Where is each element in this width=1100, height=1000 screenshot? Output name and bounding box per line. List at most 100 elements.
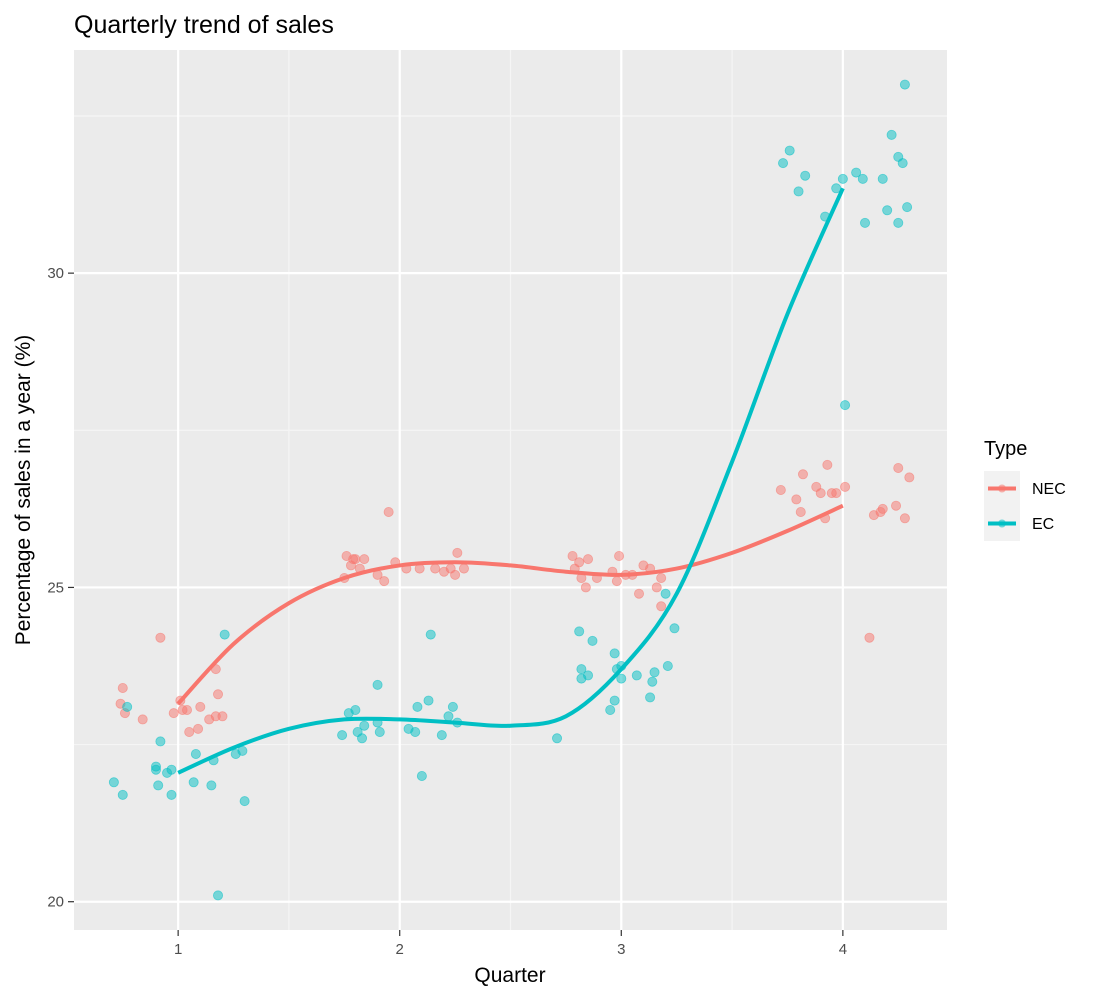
point-ec	[899, 79, 910, 90]
x-tick-label: 4	[839, 941, 847, 958]
point-ec	[423, 695, 434, 706]
x-tick-label: 2	[396, 941, 404, 958]
point-nec	[645, 563, 656, 574]
point-nec	[390, 557, 401, 568]
point-ec	[412, 701, 423, 712]
point-ec	[359, 720, 370, 731]
point-ec	[902, 202, 913, 213]
trend-line-nec	[176, 503, 844, 706]
point-ec	[877, 173, 888, 184]
x-axis-title: Quarter	[474, 964, 545, 987]
point-ec	[350, 705, 361, 716]
point-ec	[166, 789, 177, 800]
point-ec	[800, 170, 811, 181]
point-ec	[616, 661, 627, 672]
trend-line-ec	[177, 187, 845, 775]
x-tick-label: 3	[617, 941, 625, 958]
point-ec	[425, 629, 436, 640]
legend-label-nec: NEC	[1032, 481, 1066, 498]
point-ec	[860, 217, 871, 228]
legend-title: Type	[984, 438, 1027, 460]
point-nec	[184, 727, 195, 738]
point-ec	[882, 205, 893, 216]
point-ec	[206, 780, 217, 791]
point-nec	[217, 711, 228, 722]
point-nec	[904, 472, 915, 483]
point-nec	[458, 563, 469, 574]
point-nec	[168, 708, 179, 719]
point-ec	[893, 217, 904, 228]
point-ec	[416, 771, 427, 782]
point-ec	[574, 626, 585, 637]
point-nec	[627, 569, 638, 580]
point-ec	[662, 661, 673, 672]
point-ec	[820, 211, 831, 222]
point-nec	[137, 714, 148, 725]
point-ec	[219, 629, 230, 640]
point-nec	[877, 503, 888, 514]
point-ec	[645, 692, 656, 703]
point-ec	[122, 701, 133, 712]
point-ec	[239, 796, 250, 807]
point-ec	[108, 777, 119, 788]
chart-title: Quarterly trend of sales	[74, 11, 334, 39]
point-nec	[175, 695, 186, 706]
point-nec	[452, 547, 463, 558]
point-ec	[609, 695, 620, 706]
point-ec	[793, 186, 804, 197]
y-tick-label: 20	[47, 894, 64, 911]
point-nec	[614, 551, 625, 562]
point-nec	[656, 573, 667, 584]
point-ec	[857, 173, 868, 184]
data-points	[108, 79, 915, 901]
point-ec	[208, 755, 219, 766]
point-ec	[837, 173, 848, 184]
point-nec	[401, 563, 412, 574]
point-ec	[188, 777, 199, 788]
point-ec	[337, 730, 348, 741]
point-nec	[182, 705, 193, 716]
point-ec	[436, 730, 447, 741]
point-nec	[583, 554, 594, 565]
legend-label-ec: EC	[1032, 516, 1054, 533]
point-ec	[237, 745, 248, 756]
point-ec	[886, 129, 897, 140]
legend-point-nec	[998, 484, 1006, 493]
point-ec	[150, 764, 161, 775]
point-nec	[815, 488, 826, 499]
point-nec	[430, 563, 441, 574]
point-nec	[195, 701, 206, 712]
point-nec	[899, 513, 910, 524]
point-ec	[616, 673, 627, 684]
point-ec	[117, 789, 128, 800]
point-nec	[379, 576, 390, 587]
point-nec	[775, 484, 786, 495]
point-ec	[660, 588, 671, 599]
point-ec	[552, 733, 563, 744]
point-nec	[574, 557, 585, 568]
point-nec	[864, 632, 875, 643]
legend: Type NEC EC	[984, 438, 1066, 541]
point-nec	[155, 632, 166, 643]
y-tick-label: 30	[47, 265, 64, 282]
point-ec	[778, 158, 789, 169]
point-nec	[611, 576, 622, 587]
point-nec	[117, 683, 128, 694]
point-ec	[410, 727, 421, 738]
point-nec	[383, 506, 394, 517]
point-ec	[374, 727, 385, 738]
point-nec	[580, 582, 591, 593]
point-nec	[591, 573, 602, 584]
point-ec	[443, 711, 454, 722]
point-ec	[452, 717, 463, 728]
point-nec	[797, 469, 808, 480]
point-ec	[669, 623, 680, 634]
point-nec	[634, 588, 645, 599]
point-nec	[567, 551, 578, 562]
point-ec	[831, 183, 842, 194]
point-nec	[791, 494, 802, 505]
y-axis-title: Percentage of sales in a year (%)	[12, 335, 35, 646]
legend-point-ec	[998, 519, 1006, 528]
point-nec	[891, 500, 902, 511]
